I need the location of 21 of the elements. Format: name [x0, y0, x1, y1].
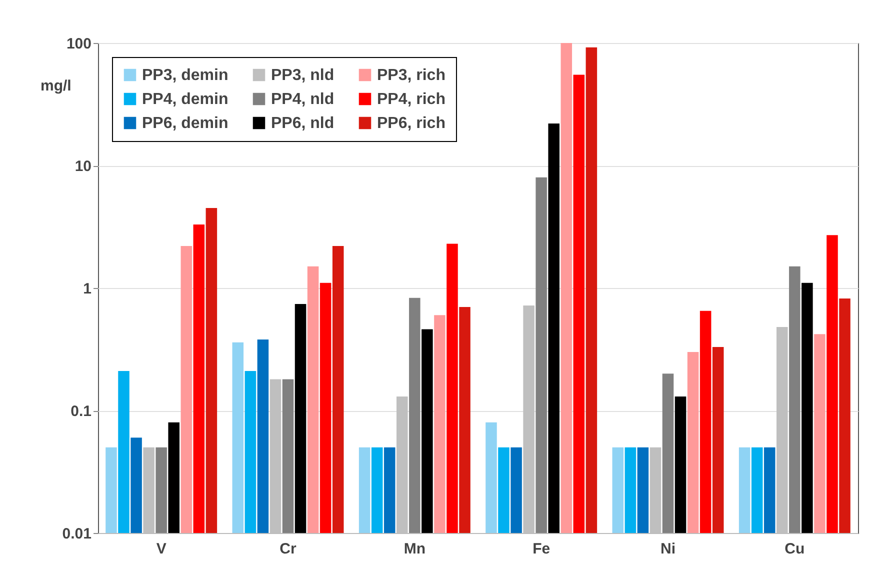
- legend-label: PP6, rich: [377, 115, 446, 132]
- y-tick-label: 10: [74, 158, 92, 175]
- y-axis-title: mg/l: [40, 78, 72, 94]
- legend-label: PP4, nld: [271, 91, 334, 108]
- x-tick-label: Mn: [404, 540, 426, 558]
- y-tick-label: 100: [66, 36, 92, 52]
- x-tick-label: Cr: [280, 540, 296, 558]
- x-tick-label: Fe: [532, 540, 550, 558]
- legend-label: PP3, rich: [377, 67, 446, 84]
- y-tick-label: 1: [83, 280, 92, 298]
- y-tick-label: 0.1: [70, 403, 92, 420]
- legend-label: PP6, demin: [142, 115, 228, 132]
- legend-label: PP6, nld: [271, 115, 334, 132]
- legend-label: PP4, rich: [377, 91, 446, 108]
- legend-label: PP3, nld: [271, 67, 334, 84]
- y-tick-label: 0.01: [62, 526, 92, 542]
- x-tick-label: Cu: [784, 540, 805, 558]
- x-tick-label: Ni: [660, 540, 676, 558]
- legend-label: PP3, demin: [142, 67, 228, 84]
- legend-label: PP4, demin: [142, 91, 228, 108]
- x-tick-label: V: [156, 540, 166, 558]
